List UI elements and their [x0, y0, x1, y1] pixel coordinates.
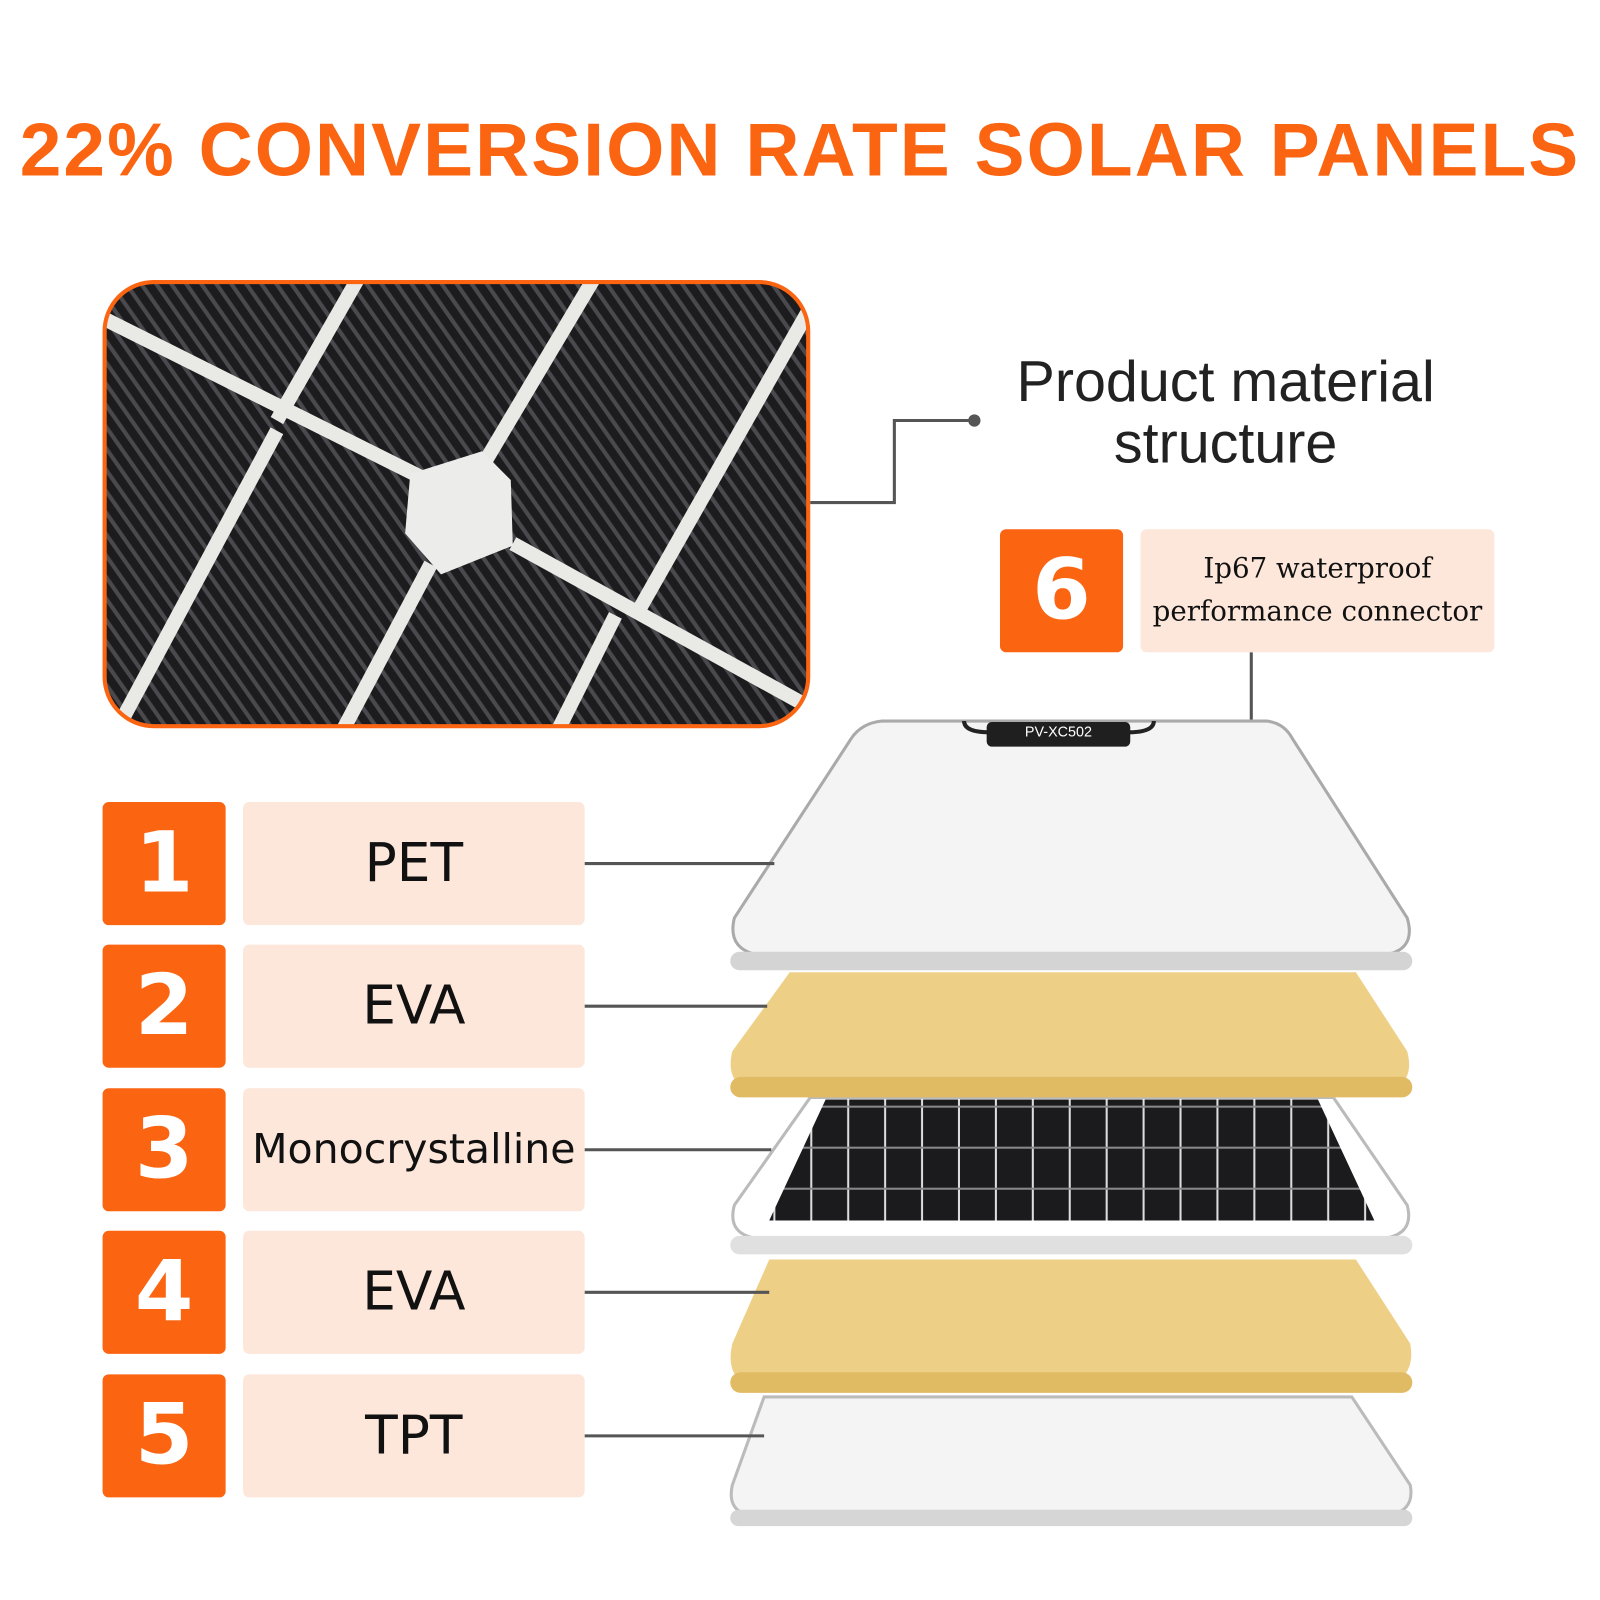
callout-line: [810, 418, 975, 505]
layer-number: 5: [102, 1374, 226, 1498]
layer-number: 2: [102, 944, 226, 1068]
connector-number: 6: [999, 529, 1124, 653]
cell-photo: [104, 282, 809, 727]
connector-model: PV-XC502: [1024, 723, 1092, 740]
layer-label: Monocrystalline: [243, 1088, 585, 1212]
connector-body: [986, 722, 1131, 747]
photo-frame: [102, 279, 811, 729]
layer-label: PET: [243, 802, 585, 926]
layer-number: 3: [102, 1088, 226, 1212]
callout: Product material structure: [1016, 348, 1435, 475]
callout-dot: [968, 414, 981, 427]
layer-stack: [729, 719, 1413, 1527]
layer-number: 4: [102, 1230, 226, 1354]
connector-label: Ip67 waterproof performance connector: [1140, 529, 1495, 653]
layer-label: TPT: [243, 1374, 585, 1498]
layer-label: EVA: [243, 1230, 585, 1354]
layer-number: 1: [102, 802, 226, 926]
layer-label: EVA: [243, 944, 585, 1068]
title: 22% CONVERSION RATE SOLAR PANELS: [19, 108, 1581, 192]
